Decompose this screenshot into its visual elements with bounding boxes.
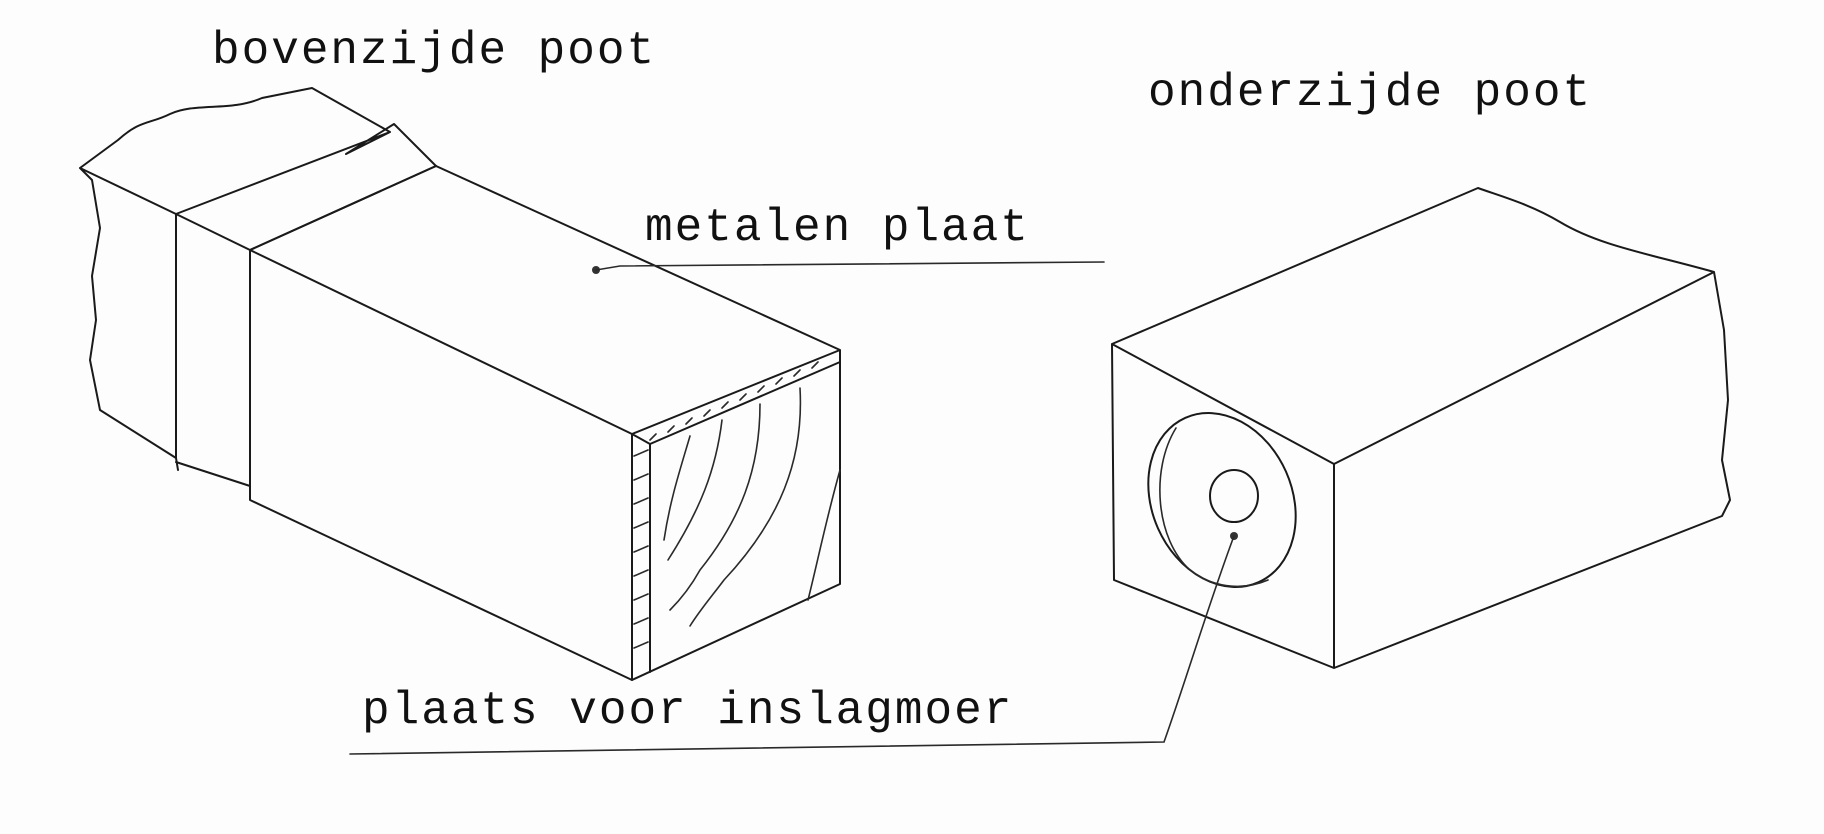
bottom-leg-figure bbox=[349, 187, 1731, 755]
bottom-leg-block bbox=[1111, 187, 1731, 669]
bottom-leg-label: onderzijde poot bbox=[1148, 67, 1593, 119]
end-plate-hatch bbox=[633, 449, 649, 649]
top-leg-rear-segment bbox=[79, 87, 437, 471]
nut-recess-inner-edge bbox=[1159, 427, 1269, 588]
insert-nut-hole bbox=[1209, 469, 1259, 523]
metal-plate-edge bbox=[631, 361, 841, 445]
insert-nut-label: plaats voor inslagmoer bbox=[362, 685, 1014, 737]
metal-plate-label: metalen plaat bbox=[645, 202, 1030, 254]
metal-plate-hatch bbox=[649, 361, 819, 441]
metal-plate-leader bbox=[595, 261, 1105, 271]
nut-recess bbox=[1147, 411, 1297, 589]
top-leg-figure bbox=[79, 87, 1105, 681]
wood-grain bbox=[663, 387, 841, 627]
insert-nut-leader bbox=[349, 535, 1235, 755]
top-leg-label: bovenzijde poot bbox=[212, 25, 657, 77]
top-leg-collar bbox=[175, 165, 437, 487]
end-plate-strip bbox=[631, 433, 651, 681]
